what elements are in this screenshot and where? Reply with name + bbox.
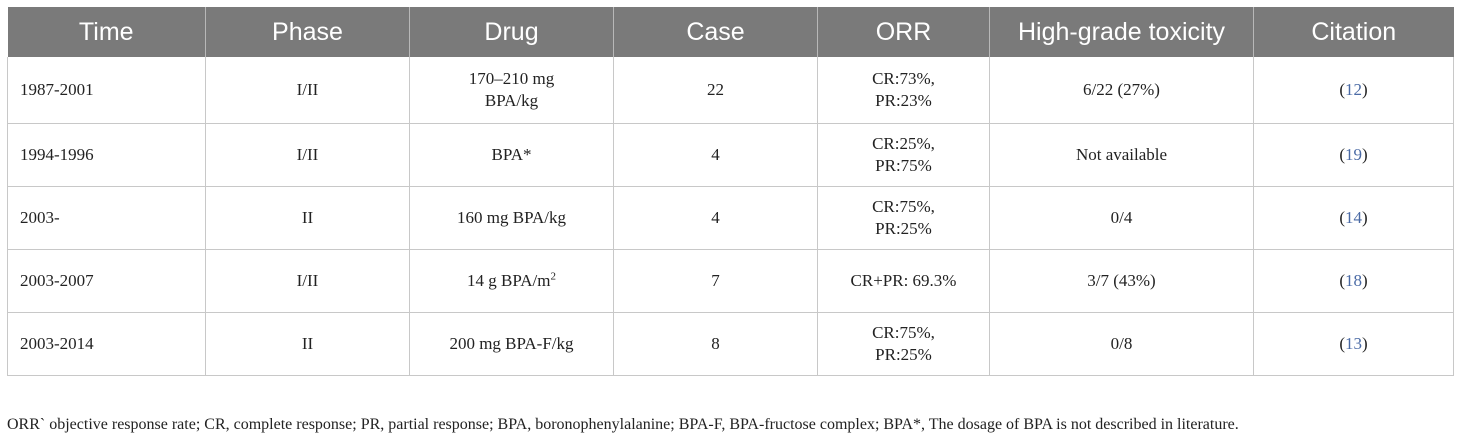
cell-phase: I/II [205, 57, 410, 124]
cell-phase: II [205, 312, 410, 376]
cell-time: 2003-2007 [7, 249, 206, 313]
cell-time: 2003- [7, 186, 206, 250]
cell-citation: (14) [1253, 186, 1454, 250]
table-row: 2003- II 160 mg BPA/kg 4 CR:75%, PR:25% … [7, 186, 1454, 250]
citation-link[interactable]: 18 [1345, 271, 1362, 290]
cell-case: 7 [613, 249, 818, 313]
cell-drug: 160 mg BPA/kg [409, 186, 614, 250]
header-phase: Phase [205, 7, 410, 57]
cell-drug: 14 g BPA/m2 [409, 249, 614, 313]
cell-case: 4 [613, 123, 818, 187]
cell-case: 22 [613, 57, 818, 124]
cell-orr: CR:75%, PR:25% [817, 186, 990, 250]
cell-phase: I/II [205, 123, 410, 187]
cell-toxicity: 0/8 [989, 312, 1254, 376]
cell-toxicity: 6/22 (27%) [989, 57, 1254, 124]
orr-line: PR:23% [875, 91, 932, 110]
table-row: 2003-2014 II 200 mg BPA-F/kg 8 CR:75%, P… [7, 312, 1454, 376]
orr-line: PR:75% [875, 156, 932, 175]
cell-time: 1987-2001 [7, 57, 206, 124]
citation-link[interactable]: 19 [1345, 145, 1362, 164]
table-footnote: ORR` objective response rate; CR, comple… [7, 416, 1239, 433]
table-container: Time Phase Drug Case ORR High-grade toxi… [7, 7, 1454, 376]
header-drug: Drug [409, 7, 614, 57]
orr-line: CR:73%, [872, 69, 935, 88]
cell-citation: (12) [1253, 57, 1454, 124]
citation-link[interactable]: 12 [1345, 80, 1362, 99]
cell-drug: 170–210 mg BPA/kg [409, 57, 614, 124]
table-row: 1994-1996 I/II BPA* 4 CR:25%, PR:75% Not… [7, 123, 1454, 187]
cell-citation: (19) [1253, 123, 1454, 187]
cell-drug: 200 mg BPA-F/kg [409, 312, 614, 376]
cell-orr: CR:73%, PR:23% [817, 57, 990, 124]
cell-phase: I/II [205, 249, 410, 313]
orr-line: PR:25% [875, 345, 932, 364]
table-row: 1987-2001 I/II 170–210 mg BPA/kg 22 CR:7… [7, 57, 1454, 124]
cell-time: 1994-1996 [7, 123, 206, 187]
header-citation: Citation [1253, 7, 1454, 57]
data-table: Time Phase Drug Case ORR High-grade toxi… [7, 7, 1454, 376]
cell-orr: CR:75%, PR:25% [817, 312, 990, 376]
drug-text: 14 g BPA/m [467, 271, 551, 290]
cell-phase: II [205, 186, 410, 250]
table-header-row: Time Phase Drug Case ORR High-grade toxi… [7, 7, 1454, 57]
cell-case: 8 [613, 312, 818, 376]
header-time: Time [7, 7, 206, 57]
cell-citation: (13) [1253, 312, 1454, 376]
header-case: Case [613, 7, 818, 57]
orr-line: CR:75%, [872, 323, 935, 342]
cell-case: 4 [613, 186, 818, 250]
drug-line: 170–210 mg [468, 69, 555, 88]
citation-link[interactable]: 13 [1345, 334, 1362, 353]
cell-toxicity: 0/4 [989, 186, 1254, 250]
cell-time: 2003-2014 [7, 312, 206, 376]
orr-line: CR:25%, [872, 134, 935, 153]
orr-line: CR:75%, [872, 197, 935, 216]
drug-superscript: 2 [550, 270, 556, 283]
cell-toxicity: 3/7 (43%) [989, 249, 1254, 313]
cell-orr: CR+PR: 69.3% [817, 249, 990, 313]
citation-link[interactable]: 14 [1345, 208, 1362, 227]
orr-line: PR:25% [875, 219, 932, 238]
table-row: 2003-2007 I/II 14 g BPA/m2 7 CR+PR: 69.3… [7, 249, 1454, 313]
cell-orr: CR:25%, PR:75% [817, 123, 990, 187]
cell-citation: (18) [1253, 249, 1454, 313]
drug-line: BPA/kg [484, 91, 539, 110]
header-toxicity: High-grade toxicity [989, 7, 1254, 57]
cell-toxicity: Not available [989, 123, 1254, 187]
header-orr: ORR [817, 7, 990, 57]
cell-drug: BPA* [409, 123, 614, 187]
